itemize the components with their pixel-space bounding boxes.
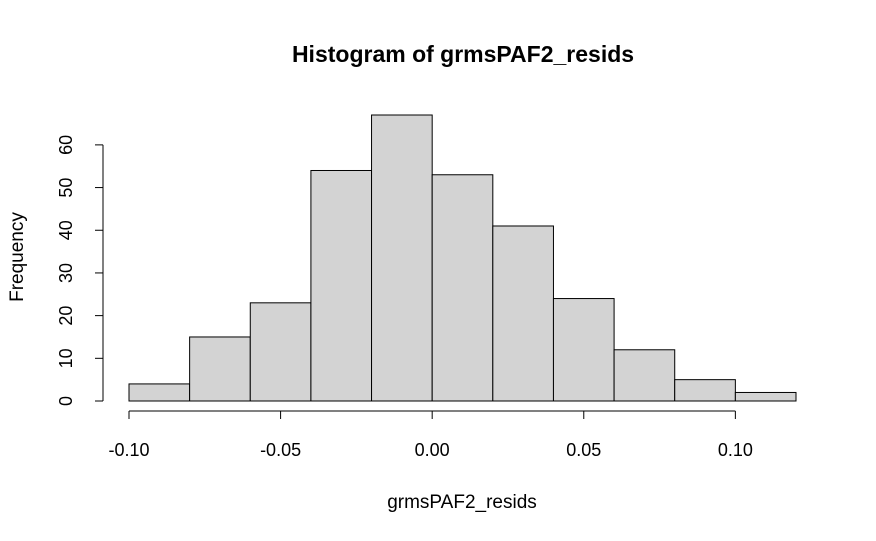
histogram-bar xyxy=(674,379,736,402)
histogram-bar xyxy=(310,169,373,402)
y-tick-label: 40 xyxy=(56,220,76,240)
histogram-bar xyxy=(371,114,433,402)
x-axis-label: grmsPAF2_resids xyxy=(387,492,537,513)
y-tick-label: 50 xyxy=(56,178,76,198)
x-tick-label: -0.10 xyxy=(108,440,149,460)
histogram-bar xyxy=(189,336,251,402)
histogram-bar xyxy=(734,391,797,402)
histogram-bar xyxy=(249,302,312,402)
histogram-bar xyxy=(128,383,191,402)
y-tick-label: 30 xyxy=(56,263,76,283)
histogram-bar xyxy=(492,225,554,402)
y-tick-label: 20 xyxy=(56,306,76,326)
y-tick-label: 60 xyxy=(56,135,76,155)
x-tick-label: 0.05 xyxy=(566,440,601,460)
y-tick-label: 0 xyxy=(56,396,76,406)
chart-title: Histogram of grmsPAF2_resids xyxy=(292,41,634,67)
x-tick-label: 0.10 xyxy=(718,440,753,460)
x-tick-label: -0.05 xyxy=(260,440,301,460)
y-tick-label: 10 xyxy=(56,348,76,368)
x-tick-label: 0.00 xyxy=(415,440,450,460)
histogram-bar xyxy=(552,298,615,402)
y-axis-label: Frequency xyxy=(7,212,28,302)
histogram-bar xyxy=(431,174,494,402)
bars-group xyxy=(128,114,797,402)
histogram-bar xyxy=(613,349,676,402)
x-axis: -0.10 -0.05 0.00 0.05 0.10 xyxy=(108,410,753,460)
y-axis: 0 10 20 30 40 50 60 xyxy=(56,135,104,406)
